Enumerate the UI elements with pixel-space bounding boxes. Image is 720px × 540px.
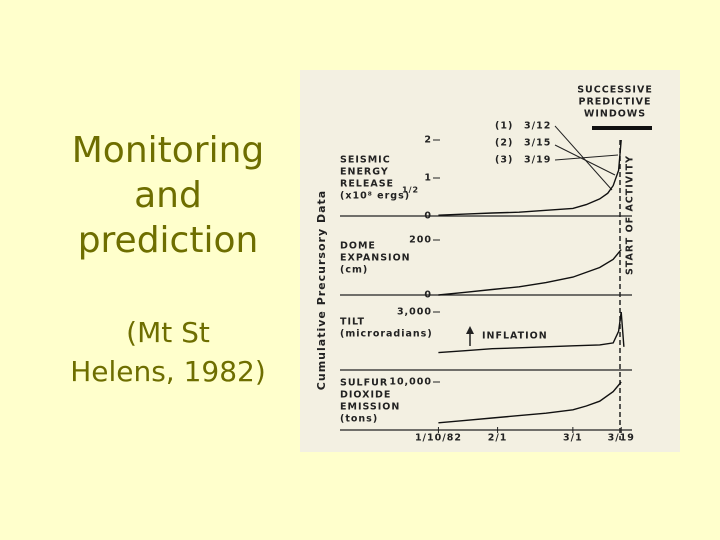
panel-label: (microradians) bbox=[340, 329, 433, 340]
start-label: START OF ACTIVITY bbox=[625, 155, 636, 275]
title-line: prediction bbox=[77, 220, 259, 261]
y-tick-label: 0 bbox=[424, 290, 432, 301]
y-tick-label: 3,000 bbox=[397, 307, 432, 318]
panel-label: (x10⁸ ergs) bbox=[340, 191, 410, 202]
window-number: (2) bbox=[495, 138, 513, 149]
window-pointer bbox=[554, 144, 616, 176]
panel-label: ENERGY bbox=[340, 167, 389, 178]
panel-label: DOME bbox=[340, 241, 376, 252]
panel-label: (tons) bbox=[340, 414, 378, 425]
title-line: Monitoring bbox=[71, 130, 265, 171]
inflation-label: INFLATION bbox=[482, 331, 548, 342]
panel-label-exponent: 1/2 bbox=[402, 186, 419, 195]
panel-label: EMISSION bbox=[340, 402, 400, 413]
windows-bar bbox=[592, 126, 652, 130]
windows-title: WINDOWS bbox=[584, 109, 646, 120]
window-date: 3/12 bbox=[524, 121, 551, 132]
panel-label: EXPANSION bbox=[340, 253, 411, 264]
y-tick-label: 10,000 bbox=[389, 377, 432, 388]
y-tick-label: 1 bbox=[424, 173, 432, 184]
y-axis-label: Cumulative Precursory Data bbox=[315, 190, 328, 390]
window-number: (3) bbox=[495, 155, 513, 166]
slide-subtitle: (Mt St Helens, 1982) bbox=[38, 313, 298, 391]
y-tick-label: 2 bbox=[424, 135, 432, 146]
data-line bbox=[438, 311, 625, 354]
panel-label: TILT bbox=[340, 317, 365, 328]
panel-label: SEISMIC bbox=[340, 155, 391, 166]
panel-label: (cm) bbox=[340, 265, 368, 276]
x-tick-label: 1/10/82 bbox=[415, 433, 462, 444]
panel-label: SULFUR bbox=[340, 378, 388, 389]
data-line bbox=[438, 381, 622, 424]
x-tick-label: 2/1 bbox=[488, 433, 508, 444]
y-tick-label: 0 bbox=[424, 211, 432, 222]
data-line bbox=[438, 139, 622, 216]
subtitle-line: Helens, 1982) bbox=[70, 355, 266, 388]
title-line: and bbox=[134, 175, 202, 216]
data-line bbox=[438, 249, 622, 296]
windows-title: SUCCESSIVE bbox=[577, 85, 653, 96]
y-tick-label: 200 bbox=[409, 235, 432, 246]
window-date: 3/19 bbox=[524, 155, 551, 166]
window-number: (1) bbox=[495, 121, 513, 132]
window-pointer bbox=[554, 154, 619, 161]
slide-title: Monitoring and prediction bbox=[38, 128, 298, 263]
subtitle-line: (Mt St bbox=[126, 316, 210, 349]
x-tick-label: 3/1 bbox=[563, 433, 583, 444]
window-date: 3/15 bbox=[524, 138, 551, 149]
windows-title: PREDICTIVE bbox=[578, 97, 651, 108]
panel-label: DIOXIDE bbox=[340, 390, 391, 401]
x-tick-label: 3/19 bbox=[608, 433, 635, 444]
panel-label: RELEASE bbox=[340, 179, 394, 190]
inflation-arrowhead bbox=[466, 326, 474, 334]
